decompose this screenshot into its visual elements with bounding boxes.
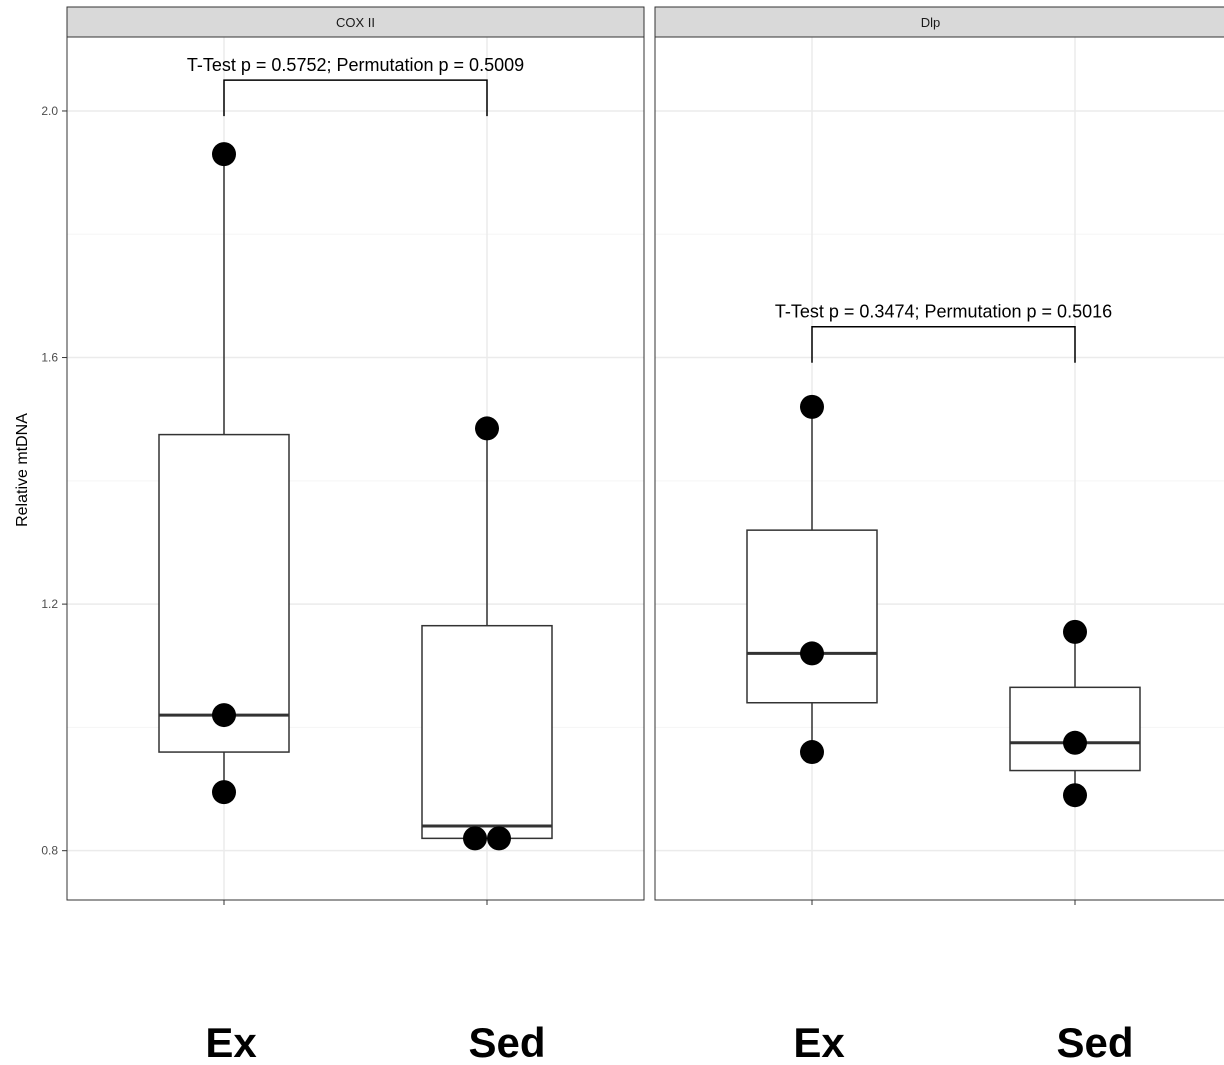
data-point — [1063, 730, 1087, 755]
box-group-sed — [1009, 619, 1141, 808]
box — [1009, 686, 1141, 772]
data-point — [212, 780, 236, 805]
facet-panel: T-Test p = 0.5752; Permutation p = 0.500… — [66, 6, 645, 905]
panel-background — [67, 37, 644, 900]
data-point — [1063, 783, 1087, 808]
data-point — [212, 142, 236, 167]
box — [158, 433, 290, 753]
box-group-sed — [421, 416, 553, 851]
box — [421, 624, 553, 840]
x-category-label: Sed — [1056, 1019, 1133, 1065]
facet-strip-label: COX II — [336, 15, 375, 30]
significance-bracket — [223, 79, 488, 117]
significance-annotation: T-Test p = 0.5752; Permutation p = 0.500… — [187, 55, 524, 75]
facet-strip — [654, 6, 1224, 38]
y-tick-label: 1.6 — [41, 351, 58, 365]
y-axis: 0.8 1.2 1.6 2.0 — [41, 104, 67, 858]
y-axis-title: Relative mtDNA — [14, 413, 31, 527]
data-point — [1063, 619, 1087, 644]
y-tick-label: 1.2 — [41, 597, 58, 611]
data-point — [800, 394, 824, 419]
box — [746, 529, 878, 704]
box-group-ex — [746, 394, 878, 765]
group-labels: Ex Sed Ex Sed — [205, 1019, 1133, 1065]
x-category-label: Ex — [793, 1019, 845, 1065]
box-group-ex — [158, 142, 290, 805]
facet-strip-label: Dlp — [921, 15, 941, 30]
data-point — [487, 826, 511, 851]
x-category-label: Ex — [205, 1019, 257, 1065]
panels: T-Test p = 0.5752; Permutation p = 0.500… — [66, 6, 1224, 905]
x-category-label: Sed — [468, 1019, 545, 1065]
significance-annotation: T-Test p = 0.3474; Permutation p = 0.501… — [775, 302, 1112, 322]
facet-strip — [66, 6, 645, 38]
data-point — [800, 740, 824, 765]
facet-panel: T-Test p = 0.3474; Permutation p = 0.501… — [654, 6, 1224, 905]
data-point — [475, 416, 499, 441]
y-tick-label: 2.0 — [41, 104, 58, 118]
data-point — [212, 703, 236, 728]
data-point — [463, 826, 487, 851]
significance-bracket — [811, 325, 1076, 363]
data-point — [800, 641, 824, 666]
y-tick-label: 0.8 — [41, 844, 58, 858]
